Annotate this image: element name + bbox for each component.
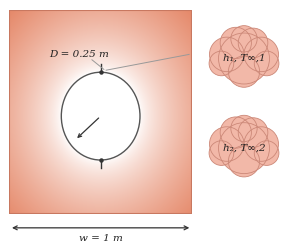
Circle shape: [254, 141, 279, 165]
Circle shape: [209, 51, 234, 76]
Text: h₁, T∞,1: h₁, T∞,1: [223, 54, 265, 63]
Circle shape: [231, 115, 257, 142]
Circle shape: [220, 27, 251, 59]
Circle shape: [61, 72, 140, 160]
Circle shape: [254, 51, 279, 76]
Circle shape: [210, 37, 244, 72]
Circle shape: [231, 26, 257, 52]
Circle shape: [209, 141, 234, 165]
Circle shape: [228, 146, 260, 177]
Circle shape: [238, 118, 268, 147]
Circle shape: [228, 56, 260, 87]
Text: w = 1 m: w = 1 m: [79, 234, 123, 243]
Circle shape: [238, 28, 268, 58]
Circle shape: [244, 37, 278, 72]
Circle shape: [244, 127, 278, 161]
Circle shape: [218, 33, 270, 84]
Circle shape: [210, 127, 244, 161]
Text: D = 0.25 m: D = 0.25 m: [49, 50, 109, 59]
Text: h₂, T∞,2: h₂, T∞,2: [223, 144, 265, 153]
Circle shape: [218, 123, 270, 174]
Circle shape: [220, 117, 251, 148]
